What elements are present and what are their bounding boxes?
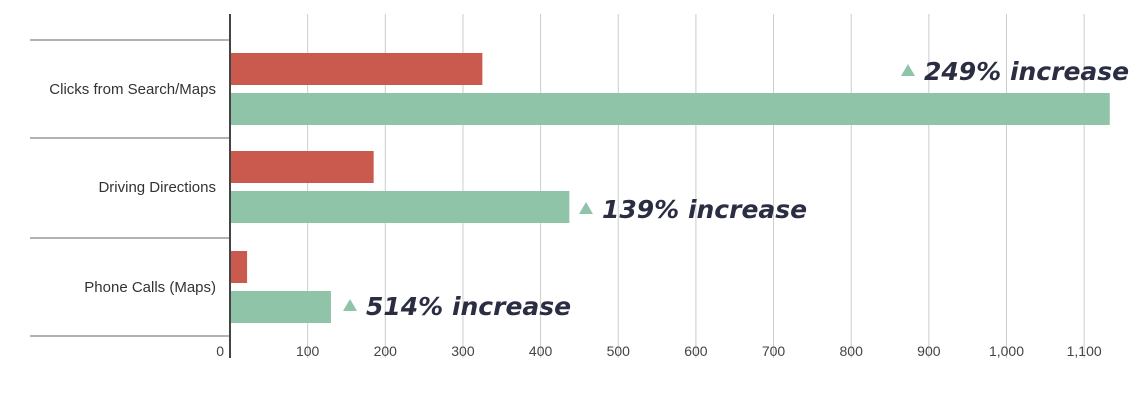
category-label: Phone Calls (Maps): [84, 279, 216, 296]
up-triangle-icon: [343, 299, 357, 311]
increase-annotation: 249% increase: [924, 57, 1129, 86]
bar-series-1: [230, 151, 374, 183]
bar-series-2: [230, 191, 570, 223]
increase-annotation: 139% increase: [602, 195, 807, 224]
bars: [230, 53, 1110, 323]
x-tick-label: 900: [917, 343, 941, 359]
bar-series-2: [230, 291, 331, 323]
labels: 0 100 200 300 400 500 600 700 800 900 1,000 1,100 Cl…: [49, 57, 1129, 359]
x-tick-label: 800: [840, 343, 864, 359]
category-label: Driving Directions: [98, 179, 216, 196]
up-triangle-icon: [901, 64, 915, 76]
bar-series-1: [230, 251, 248, 283]
x-tick-label: 500: [607, 343, 631, 359]
x-tick-label: 0: [216, 343, 224, 359]
x-tick-label: 400: [529, 343, 553, 359]
bar-series-1: [230, 53, 483, 85]
x-tick-label: 300: [451, 343, 475, 359]
x-tick-label: 100: [296, 343, 320, 359]
increase-annotation: 514% increase: [366, 292, 571, 321]
x-tick-label: 700: [762, 343, 786, 359]
up-triangle-icon: [579, 202, 593, 214]
x-tick-label: 200: [374, 343, 398, 359]
x-tick-label: 1,100: [1067, 343, 1102, 359]
x-tick-label: 600: [684, 343, 708, 359]
x-tick-label: 1,000: [989, 343, 1024, 359]
bar-series-2: [230, 93, 1110, 125]
category-separators: [30, 39, 230, 337]
category-label: Clicks from Search/Maps: [49, 81, 216, 98]
